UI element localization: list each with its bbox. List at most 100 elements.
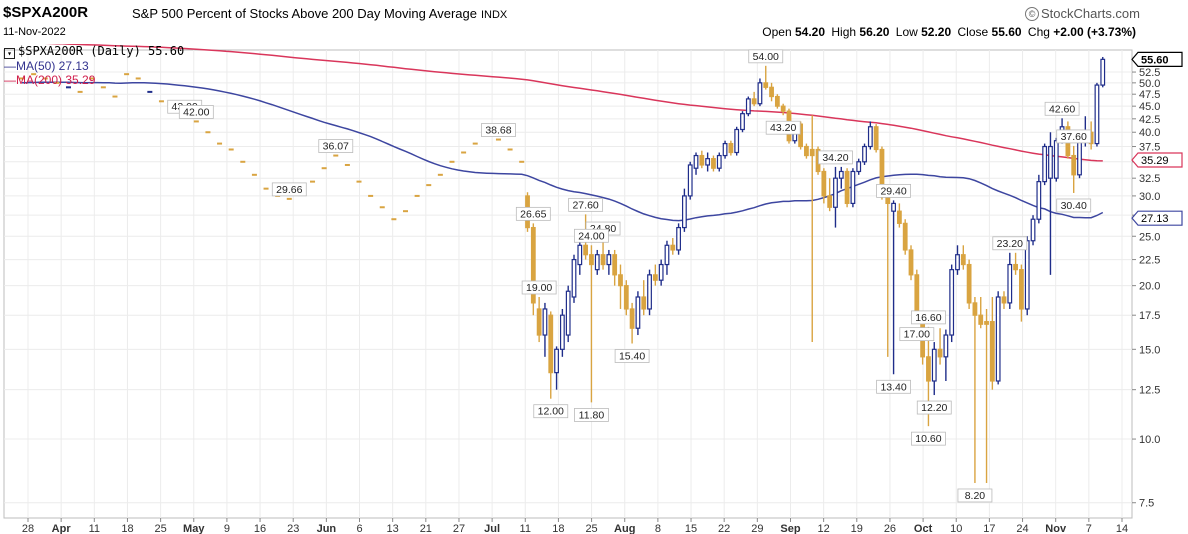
exchange-label: INDX [480,9,508,21]
candle-body [1077,140,1082,176]
x-tick-label: Apr [52,523,72,534]
candle-body [722,142,728,157]
candle [931,342,937,396]
candle [902,219,908,255]
candle [1030,215,1036,246]
x-tick-label: 25 [154,523,166,534]
price-tag-box [1131,210,1183,226]
annotation-box [521,280,557,295]
y-tick-label: 7.5 [1139,498,1154,510]
copyright-icon: © [1025,7,1040,21]
candle [798,121,804,150]
annotation-box [574,408,609,422]
candle [960,245,966,270]
annotation-box [574,228,609,243]
annotation-box [271,182,307,197]
candle [896,203,902,228]
x-tick-label: 11 [520,523,531,534]
annotation-label: 29.40 [880,185,906,197]
open-label: Open [762,25,792,39]
candle [989,297,995,390]
candle-body [577,244,583,266]
legend-ma50-text: MA(50) 27.13 [16,59,89,73]
annotation-box [1044,101,1080,116]
candle [722,140,728,159]
candle [559,308,565,357]
candle [949,264,955,343]
candle-body [827,195,833,208]
candle [827,178,833,212]
x-tick-label: 27 [453,523,465,534]
annotation: 42.60 [1044,101,1080,116]
annotation-box [911,310,946,325]
annotation-label: 13.40 [880,381,906,393]
candle-body [966,263,972,304]
price-tag-box [1131,152,1183,168]
candle [984,308,989,483]
candle [1042,143,1048,186]
candle-body [780,105,786,112]
candle-body [960,254,966,266]
candle [745,96,751,117]
y-tick-label: 52.5 [1139,67,1160,79]
annotation-box [481,123,516,137]
annotation: 43.20 [765,120,801,135]
legend-checkbox-icon[interactable]: ▾ [4,48,15,59]
candle [804,143,809,159]
price-annotations: 43.0936.0729.6626.6538.6827.6024.8012.00… [167,49,1092,503]
annotation: 23.20 [992,236,1028,251]
candle [728,140,734,156]
annotation: 54.00 [748,49,784,64]
annotation: 26.65 [515,206,551,221]
candle-body [949,269,955,336]
price-tag: 35.29 [1131,152,1183,168]
candle-body [955,254,960,271]
price-tag-box [1131,51,1183,67]
symbol-description: S&P 500 Percent of Stocks Above 200 Day … [132,6,507,21]
chart-legend: ▾ $SPXA200R (Daily) 55.60 —MA(50) 27.13 —… [4,44,184,87]
candle-body [972,302,978,316]
annotation-label: 54.00 [753,51,779,63]
candle-body [647,274,652,310]
brand-link[interactable]: © StockCharts.com [1025,6,1140,21]
annotation: 29.40 [876,183,911,198]
high-label: High [831,25,857,39]
candle [972,297,978,483]
candle [681,188,687,232]
description-text: S&P 500 Percent of Stocks Above 200 Day … [132,6,477,21]
candle [647,269,652,316]
candle-body [559,314,565,350]
candle-body [1036,181,1042,220]
candle-body [757,82,763,105]
candle-body [1001,296,1007,304]
candle [734,126,740,156]
candle-body [589,254,594,266]
annotation-box [318,139,354,153]
annotation-label: 15.40 [619,350,645,362]
annotation-label: 19.00 [526,282,552,294]
candle-body [902,222,908,251]
candle [757,78,763,107]
candle [641,280,647,316]
candle [862,143,867,165]
price-chart[interactable]: 43.0936.0729.6626.6538.6827.6024.8012.00… [0,44,1188,534]
candle [1048,132,1053,275]
annotation-label: 8.20 [965,490,986,502]
open-value: 54.20 [794,25,826,39]
candle-body [763,82,769,88]
candle-body [908,249,914,276]
legend-price-text: $SPXA200R (Daily) 55.60 [18,44,185,58]
x-tick-label: 18 [121,523,133,534]
candle [821,168,827,204]
candle-body [641,296,647,310]
chart-date: 11-Nov-2022 [3,26,66,38]
y-tick-label: 50.0 [1139,78,1160,90]
annotation-box [515,206,551,221]
y-tick-label: 42.5 [1139,114,1160,126]
x-tick-label: 9 [224,523,230,534]
candle-body [821,170,827,197]
candle-body [926,356,931,382]
candle [589,245,594,403]
candle-body [867,126,873,148]
y-tick-label: 12.5 [1139,385,1160,397]
